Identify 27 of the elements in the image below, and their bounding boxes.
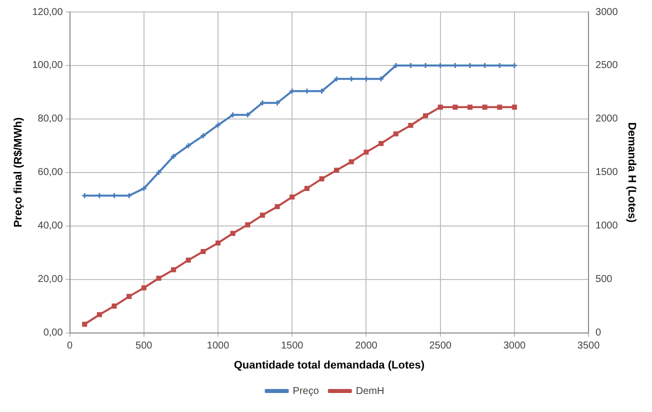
x-tick-label: 3500 [577, 340, 600, 352]
y2-tick-label: 1500 [596, 167, 618, 178]
y2-tick-label: 500 [596, 274, 613, 286]
x-tick-label: 500 [136, 340, 153, 352]
x-tick-label: 2500 [429, 340, 452, 352]
x-tick-label: 1500 [280, 340, 304, 352]
y-tick-label: 80,00 [38, 114, 64, 125]
y2-tick-label: 2000 [596, 114, 618, 125]
legend-label: DemH [356, 386, 384, 397]
y2-tick-label: 3000 [596, 6, 618, 18]
y-tick-label: 120,00 [32, 6, 64, 18]
x-axis-title: Quantidade total demandada (Lotes) [234, 359, 425, 372]
y-tick-label: 60,00 [38, 167, 64, 178]
x-tick-label: 2000 [355, 340, 378, 352]
x-tick-label: 3000 [503, 340, 526, 352]
x-tick-label: 0 [67, 340, 74, 352]
y2-tick-label: 1000 [596, 220, 618, 232]
x-tick-label: 1000 [206, 340, 230, 352]
y2-tick-label: 2500 [596, 60, 618, 72]
y-tick-label: 0,00 [43, 328, 64, 339]
y-tick-label: 20,00 [38, 274, 64, 286]
y-tick-label: 100,00 [32, 60, 64, 72]
y2-tick-label: 0 [596, 328, 602, 339]
legend-label: Preço [292, 386, 320, 397]
y-tick-label: 40,00 [38, 220, 64, 232]
y-axis-title: Preço final (R$/MWh) [12, 117, 25, 228]
y2-axis-title: Demanda H (Lotes) [625, 122, 638, 223]
